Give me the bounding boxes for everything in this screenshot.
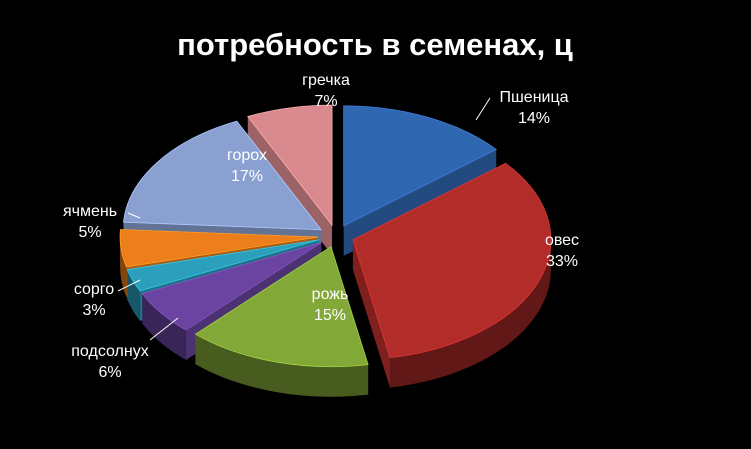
slice-label-name-5: ячмень	[63, 203, 117, 220]
slice-label-name-0: Пшеница	[499, 89, 568, 106]
slice-5-top	[119, 229, 319, 268]
slice-3-top	[141, 242, 322, 331]
slice-label-percent-3: 6%	[98, 364, 121, 381]
slice-1-side-1	[352, 239, 391, 388]
slice-4-rim-0	[127, 269, 140, 321]
slice-0-top	[343, 105, 497, 227]
slice-6-top	[123, 120, 322, 231]
leader-line-3	[149, 317, 179, 341]
slice-label-name-7: гречка	[302, 72, 350, 89]
slice-label-percent-4: 3%	[82, 302, 105, 319]
pie-slices	[119, 104, 552, 397]
slice-label-percent-7: 7%	[314, 93, 337, 110]
slice-label-name-2: рожь	[312, 286, 349, 303]
chart-title: потребность в семенах, ц	[177, 27, 573, 62]
slice-label-percent-5: 5%	[78, 224, 101, 241]
slice-2-top	[194, 246, 369, 368]
leader-line-0	[475, 97, 491, 121]
slice-4-top	[126, 239, 320, 292]
slice-label-percent-2: 15%	[314, 307, 346, 324]
slice-7-top	[247, 104, 333, 227]
slice-labels: Пшеница 14% овес 33% рожь 15% подсолнух 6% сорго…	[63, 72, 579, 381]
slice-label-percent-6: 17%	[231, 168, 263, 185]
slice-label-name-1: овес	[545, 232, 579, 249]
slice-3-rim-0	[142, 293, 186, 361]
slice-1-top	[352, 162, 552, 359]
slice-label-name-4: сорго	[74, 281, 114, 298]
slice-label-percent-1: 33%	[546, 253, 578, 270]
slice-label-percent-0: 14%	[518, 110, 550, 127]
slice-1	[352, 162, 552, 388]
slice-5-rim-0	[120, 237, 127, 297]
leader-line-4	[117, 279, 141, 292]
slice-2-rim-0	[195, 334, 369, 397]
slice-label-name-3: подсолнух	[71, 343, 148, 360]
slice-label-name-6: горох	[227, 147, 267, 164]
slice-2	[194, 246, 369, 397]
leader-line-5	[127, 212, 141, 219]
